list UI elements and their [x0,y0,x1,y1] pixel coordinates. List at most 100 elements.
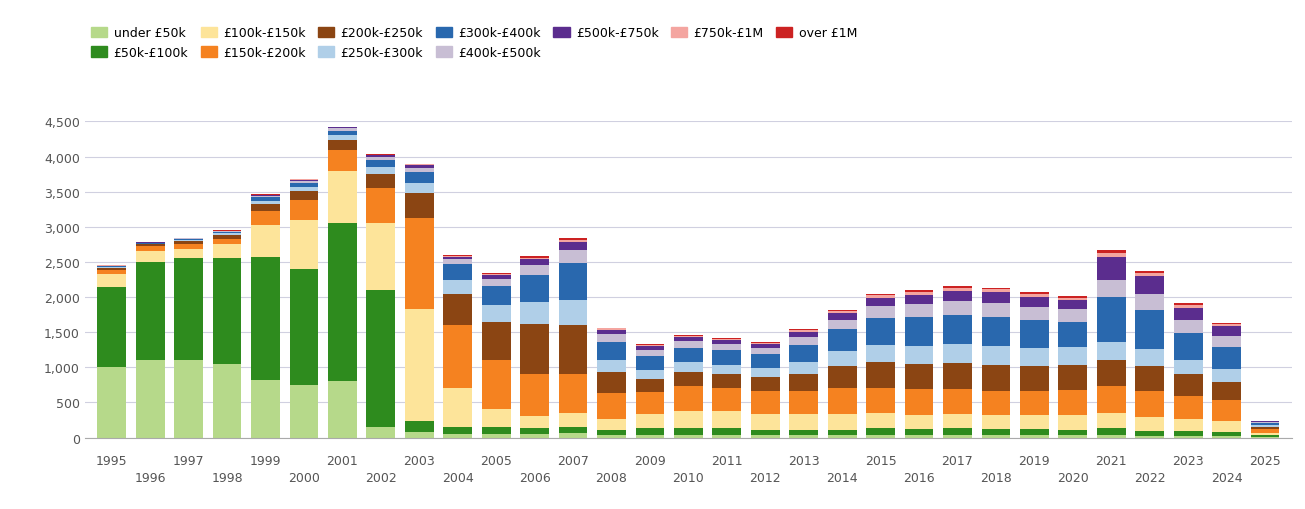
Bar [559,250,587,264]
Text: 2015: 2015 [865,455,897,467]
Bar [482,306,510,322]
Bar [750,378,779,391]
Bar [521,258,549,260]
Bar [1173,419,1203,432]
Text: 2019: 2019 [1019,455,1051,467]
Bar [482,279,510,286]
Bar [944,292,972,302]
Bar [367,291,395,427]
Bar [1135,349,1164,366]
Bar [559,242,587,250]
Bar [482,410,510,427]
Bar [1250,425,1279,427]
Bar [1135,271,1164,273]
Bar [1250,429,1279,433]
Bar [944,363,972,389]
Bar [1173,305,1203,308]
Bar [944,389,972,415]
Bar [482,322,510,360]
Bar [867,319,895,345]
Text: 2002: 2002 [365,471,397,484]
Bar [598,334,626,343]
Bar [559,375,587,413]
Bar [482,434,510,438]
Bar [213,232,241,234]
Bar [1021,429,1049,436]
Bar [944,415,972,429]
Bar [1135,276,1164,294]
Bar [1096,251,1126,253]
Bar [598,393,626,419]
Bar [867,388,895,413]
Bar [444,434,472,438]
Bar [290,220,318,269]
Bar [521,276,549,302]
Bar [521,374,549,416]
Bar [636,356,664,371]
Bar [1173,321,1203,333]
Bar [521,266,549,276]
Bar [750,369,779,378]
Bar [790,330,818,331]
Bar [1212,323,1241,325]
Bar [405,166,433,168]
Bar [367,224,395,291]
Bar [213,235,241,239]
Bar [1135,431,1164,436]
Bar [367,156,395,158]
Bar [598,328,626,329]
Bar [944,429,972,436]
Bar [1250,422,1279,423]
Bar [136,247,164,252]
Bar [790,374,818,391]
Text: 2017: 2017 [942,455,974,467]
Bar [867,429,895,436]
Bar [1173,333,1203,360]
Bar [750,414,779,430]
Bar [1250,423,1279,425]
Bar [1173,397,1203,419]
Bar [1058,298,1087,301]
Bar [98,274,127,287]
Bar [598,330,626,334]
Bar [904,389,933,415]
Bar [521,260,549,266]
Bar [904,304,933,318]
Bar [1096,343,1126,360]
Bar [673,436,703,438]
Bar [981,290,1010,293]
Bar [328,136,356,141]
Bar [1173,360,1203,375]
Bar [790,331,818,332]
Bar [827,330,856,352]
Bar [290,201,318,220]
Text: 2024: 2024 [1211,471,1242,484]
Bar [981,293,1010,303]
Bar [827,414,856,430]
Bar [1212,436,1241,438]
Bar [290,183,318,187]
Text: 2009: 2009 [634,455,666,467]
Bar [521,325,549,374]
Bar [944,316,972,345]
Bar [673,337,703,342]
Bar [1135,391,1164,417]
Bar [750,343,779,344]
Bar [1135,311,1164,349]
Bar [1096,360,1126,386]
Text: 2018: 2018 [980,471,1011,484]
Bar [1250,427,1279,429]
Bar [444,389,472,427]
Bar [944,289,972,292]
Bar [444,326,472,389]
Bar [867,296,895,298]
Bar [790,362,818,374]
Bar [1135,294,1164,311]
Bar [1173,308,1203,321]
Bar [867,298,895,306]
Bar [444,294,472,326]
Bar [290,180,318,181]
Bar [367,158,395,161]
Bar [98,270,127,274]
Bar [598,419,626,430]
